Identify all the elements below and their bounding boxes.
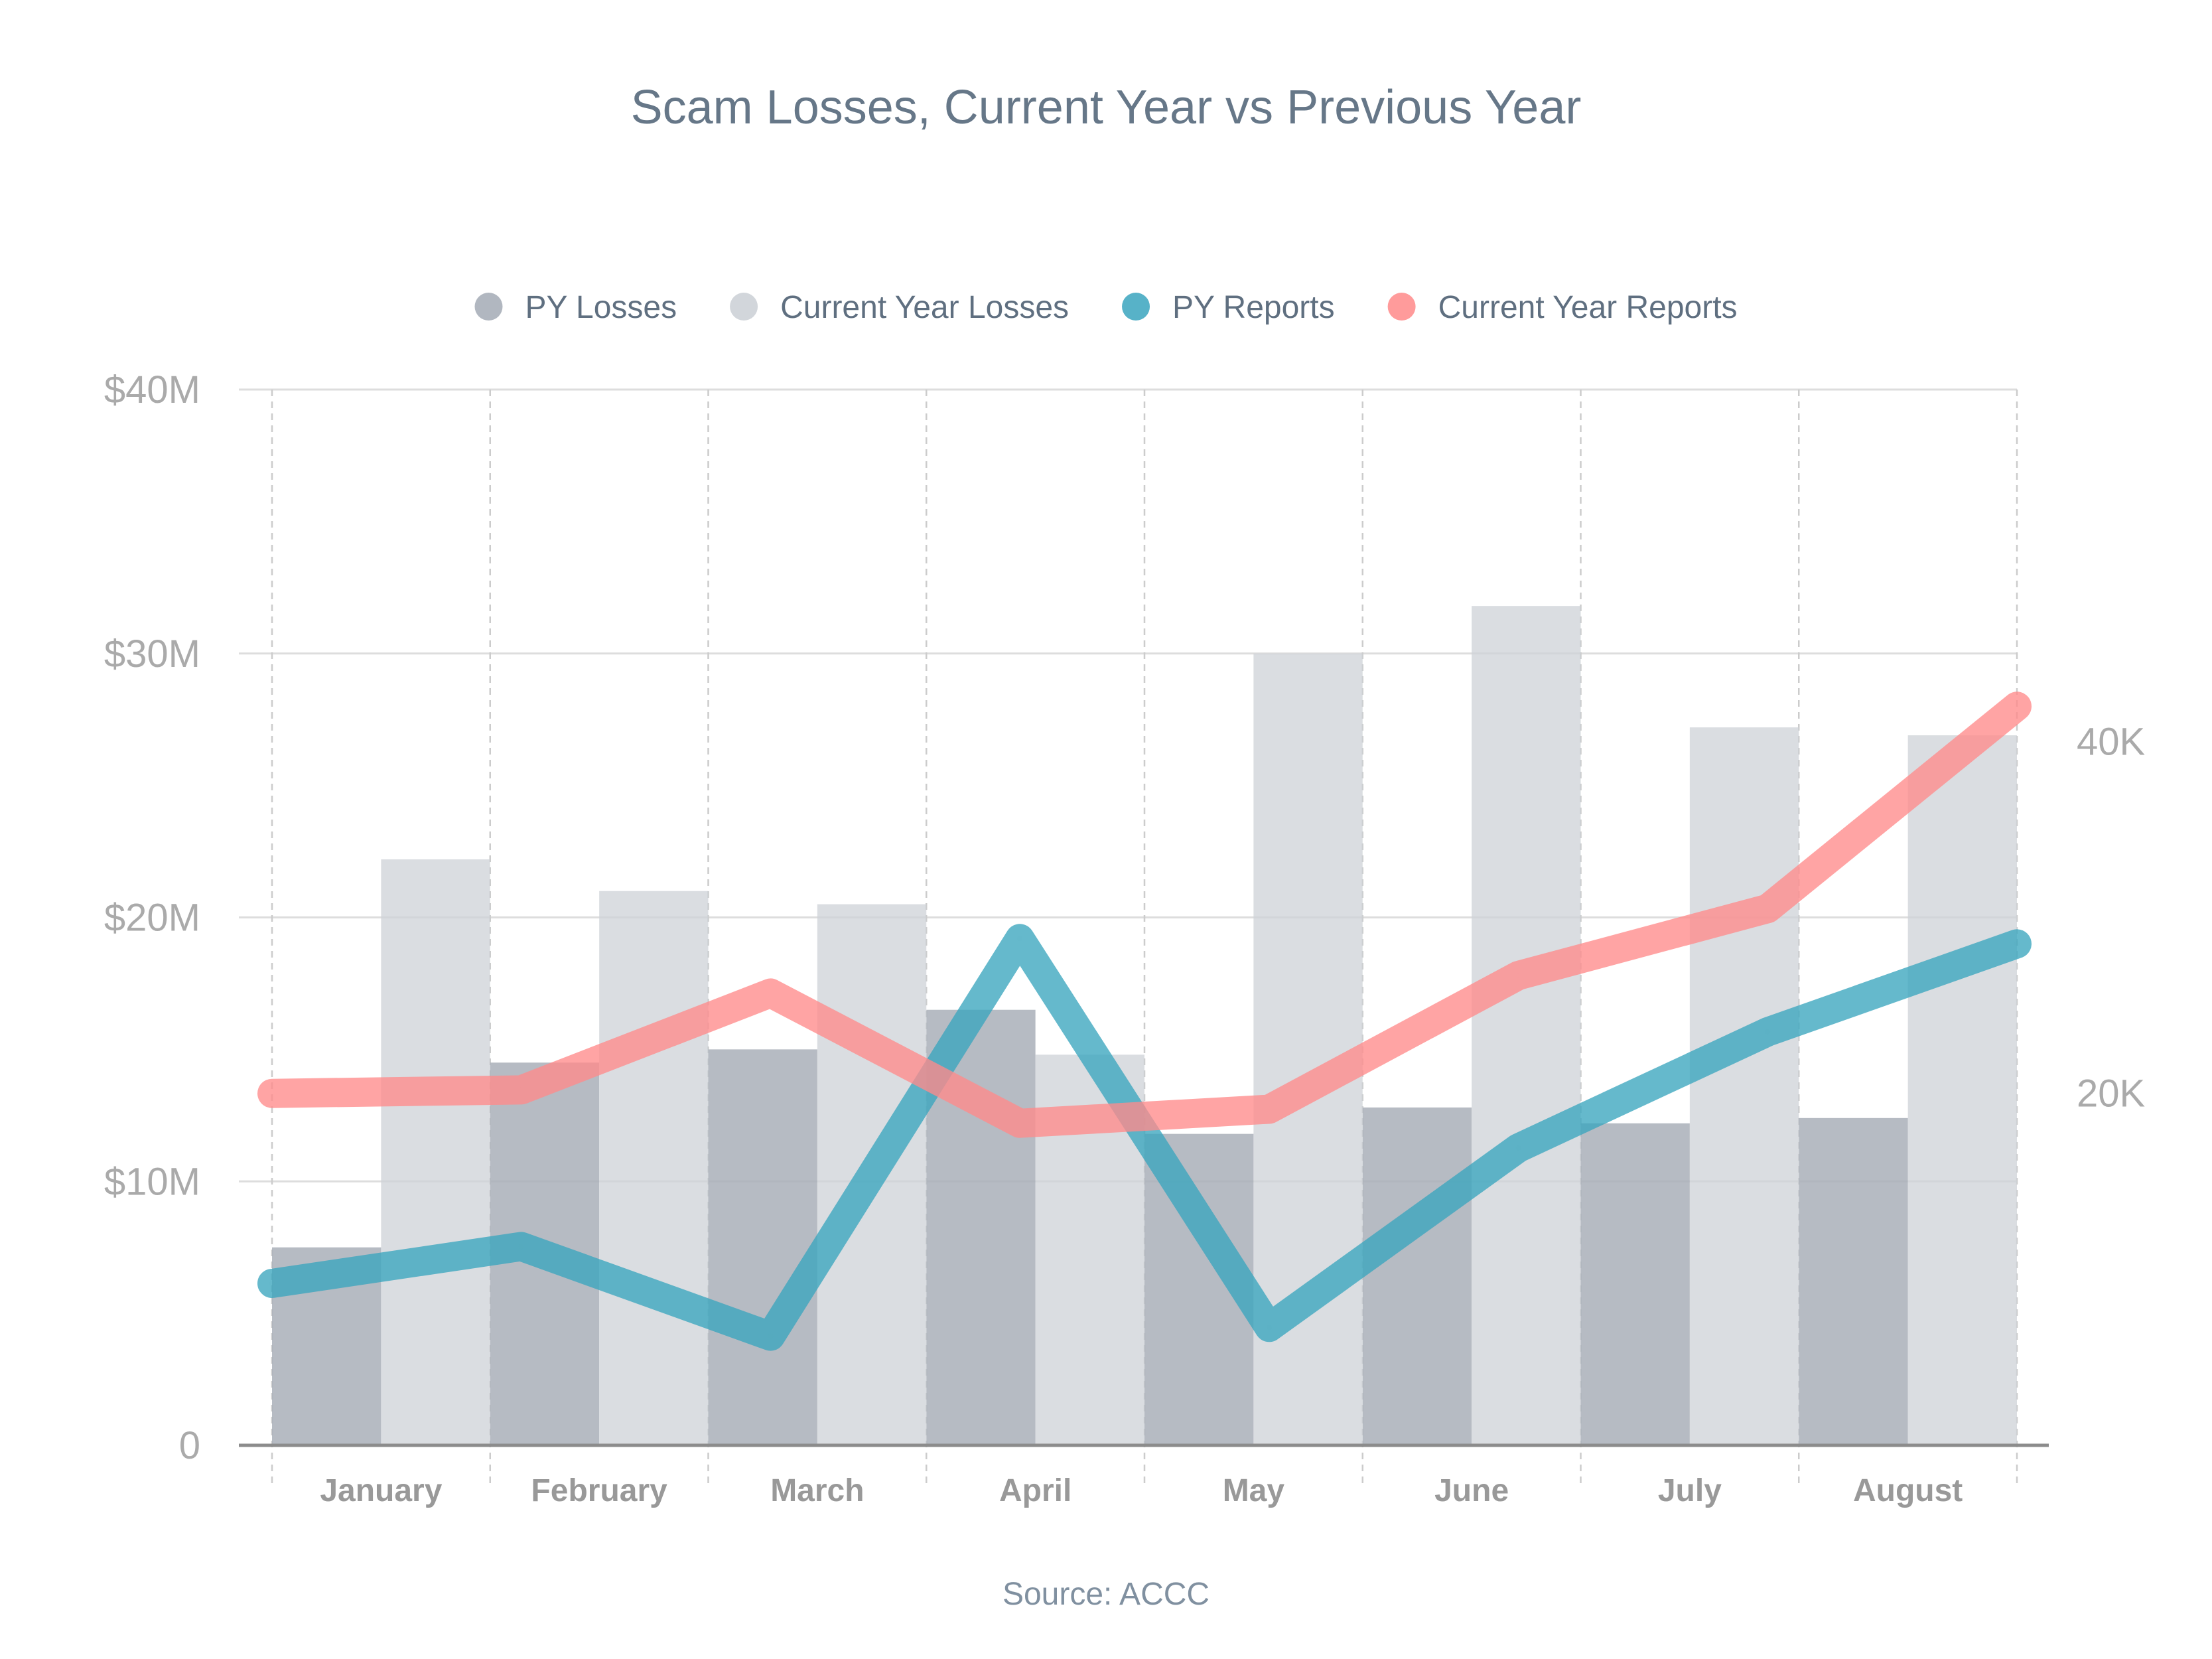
x-tick-label: February xyxy=(531,1473,667,1508)
bar-current-year-losses-august xyxy=(1907,735,2017,1445)
point-py-reports-may xyxy=(1267,1325,1272,1330)
x-tick-label: January xyxy=(320,1473,442,1508)
bar-current-year-losses-january xyxy=(381,859,490,1445)
point-current-year-reports-april xyxy=(1017,1121,1022,1126)
point-py-reports-february xyxy=(519,1244,524,1249)
point-current-year-reports-february xyxy=(519,1087,524,1092)
legend-item-py-losses: PY Losses xyxy=(474,290,677,325)
point-current-year-reports-july xyxy=(1765,906,1770,911)
line-py-reports xyxy=(257,924,2032,1351)
point-py-reports-april xyxy=(1017,936,1022,941)
point-current-year-reports-january xyxy=(269,1091,275,1096)
legend-swatch xyxy=(1387,293,1416,321)
legend-item-py-reports: PY Reports xyxy=(1122,290,1335,325)
legend-label: Current Year Losses xyxy=(780,290,1069,325)
point-py-reports-january xyxy=(269,1281,275,1286)
x-tick-label: August xyxy=(1853,1473,1963,1508)
point-current-year-reports-august xyxy=(2014,703,2020,709)
bar-py-losses-july xyxy=(1580,1123,1690,1445)
line-current-year-reports xyxy=(257,691,2032,1138)
bar-py-losses-august xyxy=(1799,1118,1908,1445)
x-tick-label: April xyxy=(999,1473,1071,1508)
y-right-tick-label: 40K xyxy=(2077,720,2146,763)
legend-label: PY Reports xyxy=(1172,290,1335,325)
x-tick-label: July xyxy=(1658,1473,1722,1508)
legend: PY Losses Current Year Losses PY Reports Cu… xyxy=(474,290,1738,325)
y-right-tick-label: 20K xyxy=(2077,1072,2146,1116)
legend-swatch xyxy=(730,293,758,321)
y-left-tick-label: 0 xyxy=(179,1424,200,1467)
point-current-year-reports-june xyxy=(1516,973,1521,978)
point-current-year-reports-may xyxy=(1267,1107,1272,1112)
x-tick-label: March xyxy=(770,1473,864,1508)
y-left-tick-label: $10M xyxy=(104,1160,200,1203)
point-py-reports-august xyxy=(2014,941,2020,946)
y-left-tick-label: $40M xyxy=(104,368,200,411)
legend-item-current-year-reports: Current Year Reports xyxy=(1387,290,1738,325)
bar-current-year-losses-june xyxy=(1472,606,1581,1445)
legend-swatch xyxy=(474,293,503,321)
bar-current-year-losses-february xyxy=(599,891,709,1445)
y-left-tick-label: $20M xyxy=(104,897,200,940)
legend-label: Current Year Reports xyxy=(1438,290,1738,325)
legend-item-current-year-losses: Current Year Losses xyxy=(730,290,1069,325)
point-current-year-reports-march xyxy=(768,991,773,996)
point-py-reports-march xyxy=(768,1334,773,1339)
bar-py-losses-june xyxy=(1362,1107,1472,1445)
x-tick-label: June xyxy=(1434,1473,1509,1508)
x-tick-label: May xyxy=(1223,1473,1285,1508)
legend-swatch xyxy=(1122,293,1150,321)
point-py-reports-june xyxy=(1516,1145,1521,1151)
point-py-reports-july xyxy=(1765,1029,1770,1035)
lines xyxy=(257,691,2032,1351)
legend-label: PY Losses xyxy=(525,290,677,325)
bar-py-losses-march xyxy=(708,1049,817,1445)
bar-current-year-losses-july xyxy=(1689,727,1799,1445)
y-left-tick-label: $30M xyxy=(104,632,200,676)
chart-source: Source: ACCC xyxy=(1002,1577,1210,1612)
chart-title: Scam Losses, Current Year vs Previous Ye… xyxy=(631,81,1582,134)
tick-labels: 0 $10M $20M $30M $40M 20K 40K January February Ma… xyxy=(104,368,2146,1508)
